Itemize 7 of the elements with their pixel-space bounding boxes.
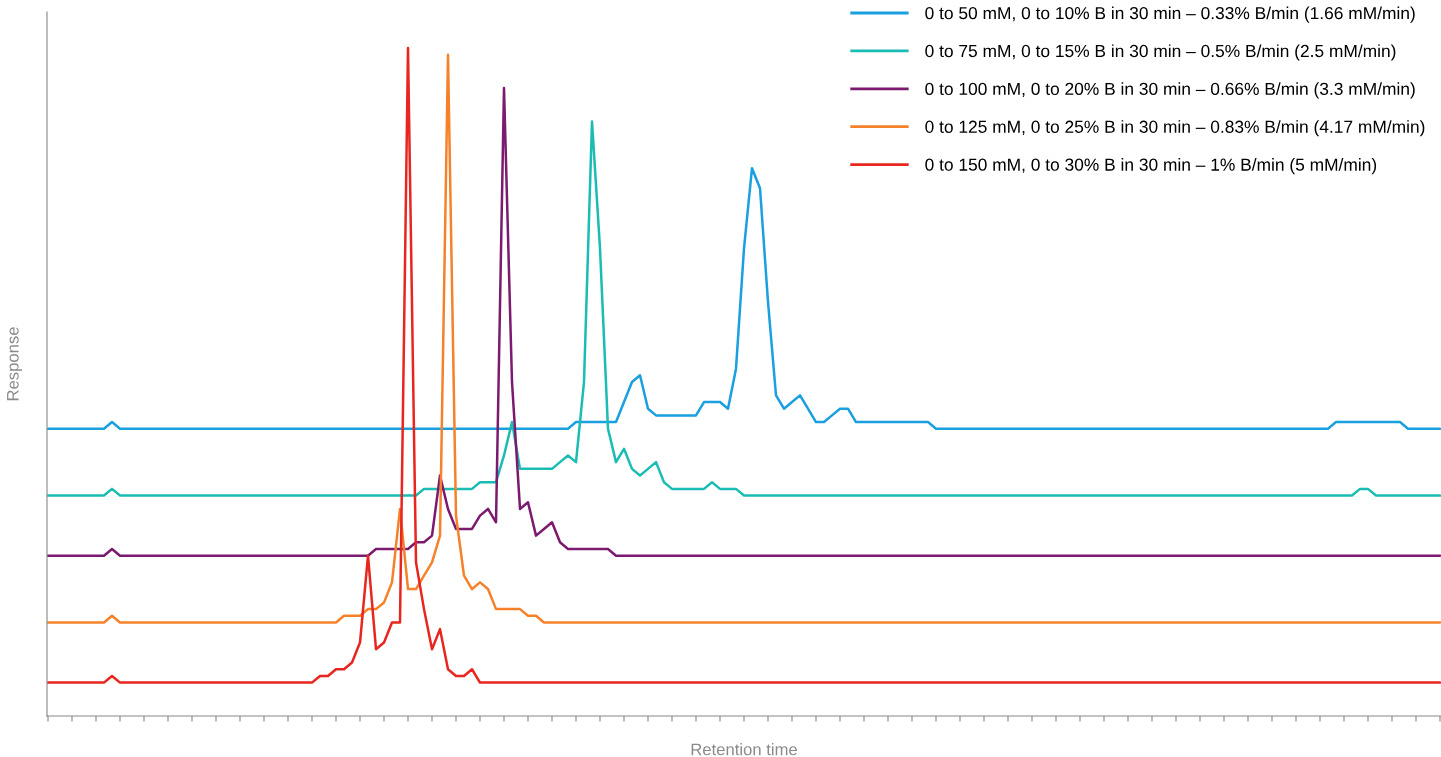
legend-label: 0 to 150 mM, 0 to 30% B in 30 min – 1% B/min (5 mM/min) (925, 158, 1377, 175)
x-axis-title: Retention time (691, 743, 797, 756)
y-axis-title: Response (7, 327, 22, 401)
legend-label: 0 to 75 mM, 0 to 15% B in 30 min – 0.5% B/min (2.5 mM/min) (925, 44, 1396, 61)
legend-label: 0 to 125 mM, 0 to 25% B in 30 min – 0.83% B/min (4.17 mM/min) (925, 120, 1425, 137)
legend-label: 0 to 50 mM, 0 to 10% B in 30 min – 0.33% B/min (1.66 mM/min) (925, 6, 1415, 23)
legend-label: 0 to 100 mM, 0 to 20% B in 30 min – 0.66% B/min (3.3 mM/min) (925, 82, 1415, 99)
